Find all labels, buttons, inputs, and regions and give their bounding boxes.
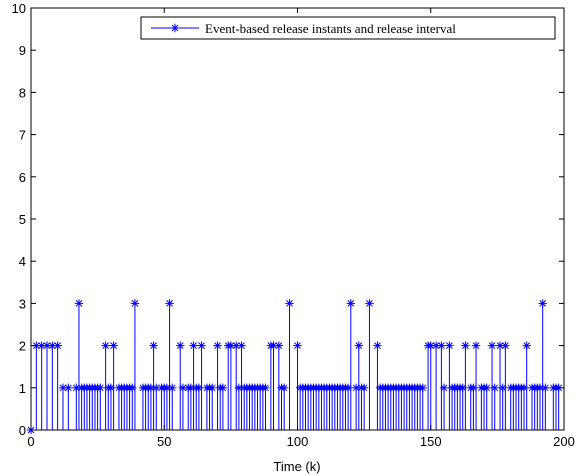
stem-marker-icon [274,341,284,350]
x-tick-label: 0 [27,434,34,449]
stem-marker-icon [519,383,529,392]
legend: Event-based release instants and release… [140,16,556,40]
stem-marker-icon [487,341,497,350]
stem-marker-icon [58,383,68,392]
stem-marker-icon [359,383,369,392]
stem-marker-icon [541,383,550,392]
y-tick-label: 3 [19,296,26,311]
stem-marker-icon [72,383,81,392]
stem-markers [26,299,563,435]
stem-marker-icon [189,341,198,350]
stem-marker-icon [109,341,118,350]
stem-marker-icon [522,341,531,350]
stem-marker-icon [373,341,382,350]
legend-asterisk-icon [170,23,180,33]
stem-marker-icon [186,383,196,392]
stem-marker-icon [128,383,137,392]
x-tick-label: 50 [157,434,171,449]
stem-marker-icon [178,383,188,392]
stem-marker-icon [101,341,110,350]
legend-box [140,16,556,40]
stem-marker-icon [437,341,446,350]
y-tick-label: 4 [19,254,26,269]
stem-marker-icon [194,383,204,392]
stem-marker-icon [149,341,158,350]
stem-marker-icon [461,341,470,350]
y-tick-label: 10 [12,1,26,16]
x-axis-label: Time (k) [273,459,320,474]
stem-marker-icon [226,341,236,350]
stem-marker-icon [261,383,270,392]
y-tick-label: 0 [19,423,26,438]
stem-marker-icon [197,341,206,350]
stem-marker-icon [146,383,156,392]
stem-marker-icon [176,341,185,350]
stem-marker-icon [152,383,161,392]
stem-marker-icon [418,383,427,392]
stem-marker-icon [74,299,84,308]
stem-marker-icon [343,383,353,392]
stem-marker-icon [538,299,547,308]
x-tick-label: 100 [287,434,309,449]
axes: 0 50 100 150 200 0 1 2 3 4 5 6 7 8 9 10 [12,1,575,449]
stem-marker-icon [168,383,177,392]
stem-marker-icon [165,299,174,308]
legend-label: Event-based release instants and release… [205,21,456,36]
stem-marker-icon [495,341,505,350]
stem-marker-icon [490,383,499,392]
x-tick-label: 200 [553,434,575,449]
x-tick-label: 150 [420,434,442,449]
stem-marker-icon [293,341,302,350]
stem-marker-icon [365,299,374,308]
stem-marker-icon [445,341,454,350]
stem-marker-icon [426,341,435,350]
stem-marker-icon [64,383,73,392]
stem-marker-icon [482,383,491,392]
legend-marker-icon [170,23,180,33]
stem-marker-icon [498,383,507,392]
stem-marker-icon [535,383,545,392]
stem-marker-icon [354,341,363,350]
stem-marker-icon [279,383,289,392]
y-tick-label: 7 [19,128,26,143]
stem-marker-icon [130,299,140,308]
stem-marker-icon [501,341,510,350]
stem-marker-icon [285,299,294,308]
stem-marker-icon [53,341,62,350]
stem-marker-icon [469,383,478,392]
stem-marker-icon [237,341,246,350]
y-tick-label: 9 [19,43,26,58]
stem-marker-icon [208,383,217,392]
stem-marker-icon [458,383,467,392]
stem-marker-icon [106,383,116,392]
stem-marker-icon [351,383,361,392]
stem-marker-icon [471,341,481,350]
stem-marker-icon [439,383,449,392]
y-tick-label: 1 [19,381,26,396]
stem-lines [35,303,560,430]
y-tick-label: 2 [19,339,26,354]
y-tick-label: 8 [19,85,26,100]
y-tick-label: 5 [19,212,26,227]
stem-marker-icon [96,383,105,392]
stem-marker-icon [218,383,228,392]
y-tick-label: 6 [19,170,26,185]
stem-marker-icon [346,299,355,308]
stem-marker-icon [213,341,222,350]
